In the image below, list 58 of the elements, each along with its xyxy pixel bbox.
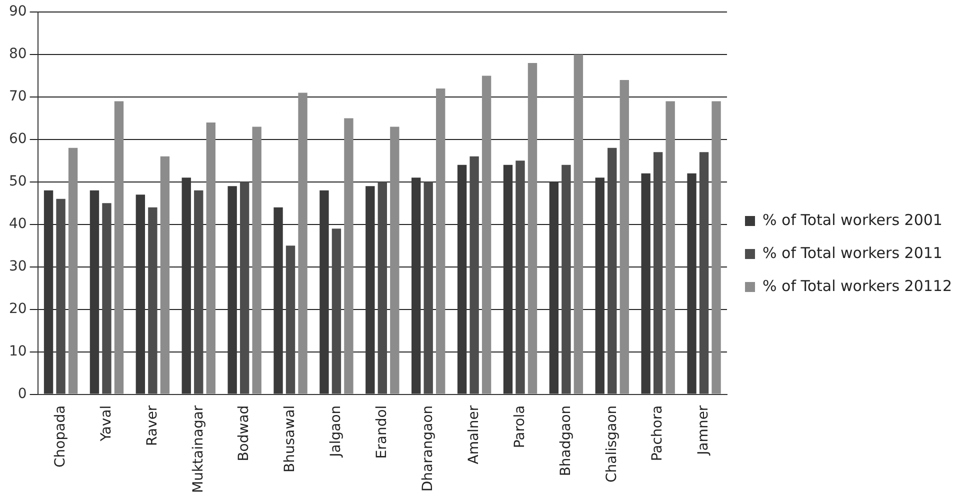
bar bbox=[390, 126, 400, 394]
bar bbox=[160, 156, 170, 394]
x-tick-label: Bhusawal bbox=[282, 405, 298, 472]
x-tick-label: Amalner bbox=[466, 405, 482, 464]
bar bbox=[528, 62, 538, 394]
y-tick-label: 80 bbox=[8, 46, 27, 62]
bar bbox=[712, 101, 721, 394]
x-tick-label: Chopada bbox=[52, 405, 68, 468]
x-tick-label: Jamner bbox=[696, 405, 712, 456]
bar bbox=[562, 164, 571, 394]
legend-label: % of Total workers 2001 bbox=[762, 210, 942, 229]
bar bbox=[206, 122, 216, 394]
bar bbox=[194, 190, 204, 394]
y-tick-label: 90 bbox=[8, 4, 27, 20]
x-tick-label: Dharangaon bbox=[420, 405, 436, 492]
bar bbox=[620, 80, 629, 394]
bar bbox=[298, 92, 308, 394]
bar bbox=[516, 160, 525, 394]
bar bbox=[344, 118, 354, 394]
y-tick-label: 50 bbox=[8, 174, 27, 190]
x-tick-label: Parola bbox=[512, 405, 528, 448]
bar bbox=[424, 182, 433, 394]
y-tick-label: 70 bbox=[8, 88, 27, 105]
x-tick-label: Muktainagar bbox=[190, 405, 206, 494]
x-tick-label: Bodwad bbox=[236, 405, 252, 462]
y-tick-label: 60 bbox=[8, 131, 27, 148]
x-tick-label: Jalgaon bbox=[328, 405, 344, 458]
bar bbox=[470, 156, 479, 394]
bar bbox=[574, 54, 584, 394]
bar bbox=[436, 88, 446, 394]
bar bbox=[148, 207, 158, 394]
bar bbox=[114, 101, 124, 394]
y-tick-label: 40 bbox=[8, 216, 27, 232]
bar bbox=[666, 101, 675, 394]
x-tick-label: Erandol bbox=[374, 405, 390, 459]
bar bbox=[482, 76, 492, 394]
legend-label: % of Total workers 20112 bbox=[762, 276, 952, 295]
y-tick-label: 20 bbox=[8, 300, 27, 317]
x-tick-label: Bhadgaon bbox=[558, 405, 574, 476]
bar bbox=[68, 148, 78, 394]
x-tick-label: Pachora bbox=[650, 405, 666, 462]
bar bbox=[608, 148, 617, 394]
bar bbox=[378, 182, 387, 394]
bar bbox=[699, 152, 709, 394]
y-tick-label: 30 bbox=[8, 258, 27, 275]
legend-label: % of Total workers 2011 bbox=[762, 244, 942, 262]
bar bbox=[102, 203, 112, 394]
bar bbox=[252, 126, 262, 394]
y-tick-label: 0 bbox=[18, 386, 27, 402]
bar bbox=[332, 228, 342, 394]
bar bbox=[240, 182, 250, 394]
bar bbox=[286, 246, 296, 394]
x-tick-label: Yaval bbox=[98, 405, 114, 442]
bar bbox=[56, 198, 66, 394]
x-tick-label: Raver bbox=[144, 405, 160, 446]
x-tick-label: Chalisgaon bbox=[604, 405, 620, 483]
bar bbox=[653, 152, 663, 394]
y-tick-label: 10 bbox=[8, 343, 27, 360]
